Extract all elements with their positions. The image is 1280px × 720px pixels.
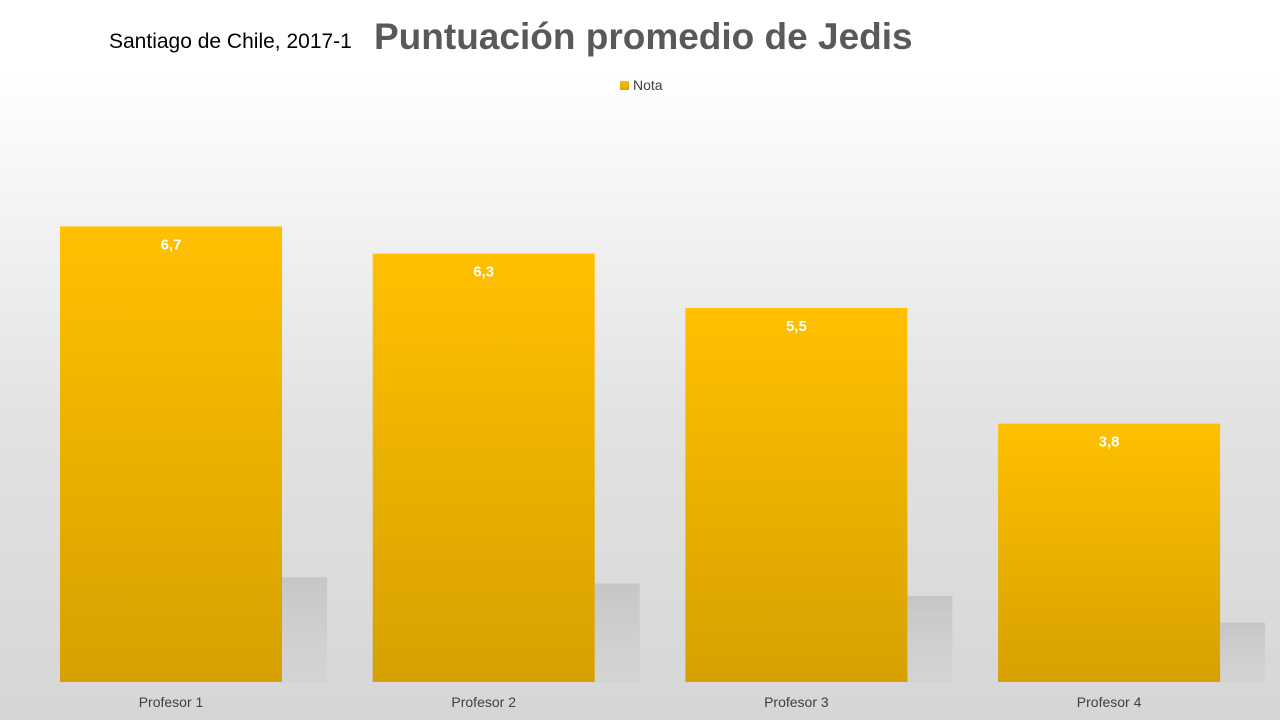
data-label-1: 6,7 (161, 236, 182, 253)
bar-3 (685, 308, 908, 682)
x-tick-label-2: Profesor 2 (451, 694, 516, 710)
x-tick-label-3: Profesor 3 (764, 694, 829, 710)
legend-label: Nota (633, 77, 663, 93)
bar-shadow (907, 595, 953, 682)
bar-2 (372, 253, 595, 682)
bar-shadow (594, 583, 640, 682)
chart-subtitle: Santiago de Chile, 2017-1 (109, 30, 352, 53)
data-label-2: 6,3 (473, 264, 494, 281)
bar-1 (60, 226, 282, 682)
chart-title: Puntuación promedio de Jedis (374, 16, 913, 57)
legend: Nota (620, 77, 663, 93)
bar-shadow (282, 577, 327, 682)
data-label-4: 3,8 (1099, 434, 1120, 451)
legend-swatch (620, 80, 629, 90)
bar-4 (998, 423, 1221, 682)
data-label-3: 5,5 (786, 318, 807, 335)
bar-shadow (1220, 622, 1266, 682)
x-tick-label-1: Profesor 1 (139, 694, 204, 710)
x-tick-label-4: Profesor 4 (1077, 694, 1142, 710)
